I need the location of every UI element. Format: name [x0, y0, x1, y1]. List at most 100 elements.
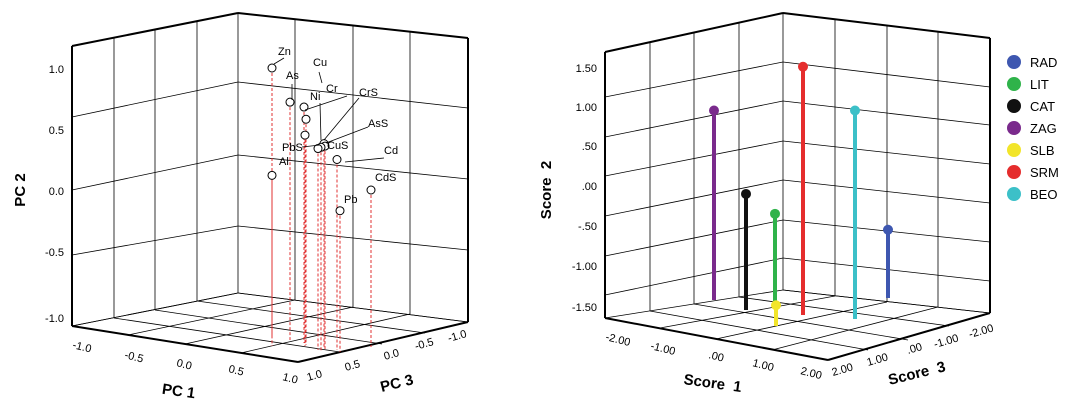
score2-tick: -.50	[578, 221, 597, 233]
score2-tick: .00	[582, 181, 597, 193]
score2-tick: 1.00	[576, 102, 597, 114]
loading-point	[299, 102, 309, 112]
label-pbs: PbS	[282, 142, 303, 154]
loading-point	[267, 170, 277, 180]
label-ni: Ni	[310, 91, 320, 103]
pc1-axis-label: PC 1	[161, 381, 196, 401]
legend-label-cat: CAT	[1030, 99, 1055, 114]
left-frame	[71, 12, 469, 363]
label-cus: CuS	[327, 140, 348, 152]
pc3-tick: 0.5	[344, 358, 362, 374]
label-cd: Cd	[384, 145, 398, 157]
score2-tick: .50	[582, 141, 597, 153]
label-ass: AsS	[368, 118, 388, 130]
left-point-labels: Zn As Cu Ni Cr CrS AsS CuS PbS Cd Al CdS…	[278, 46, 398, 206]
legend-swatch-cat	[1007, 99, 1021, 113]
pc3-tick: 1.0	[306, 368, 324, 384]
pc2-tick: -1.0	[45, 313, 64, 325]
loading-point	[301, 114, 311, 124]
pc2-tick: -0.5	[45, 247, 64, 259]
left-y-ticks: 1.0 0.5 0.0 -0.5 -1.0	[45, 64, 64, 325]
score2-tick: -1.50	[572, 302, 597, 314]
label-cr: Cr	[326, 83, 338, 95]
label-al: Al	[279, 156, 289, 168]
score1-tick: 2.00	[799, 365, 823, 382]
stem-head-lit	[770, 208, 780, 219]
pc1-tick: 0.0	[175, 357, 193, 372]
right-back-wall	[782, 12, 991, 314]
score3-tick: 2.00	[831, 361, 855, 378]
score3-tick: .00	[906, 341, 924, 357]
right-y-ticks: 1.50 1.00 .50 .00 -.50 -1.00 -1.50	[572, 63, 597, 314]
pc2-axis-label: PC 2	[12, 173, 29, 206]
pc2-tick: 1.0	[49, 64, 64, 76]
legend-swatch-rad	[1007, 55, 1021, 69]
legend-swatch-slb	[1007, 143, 1021, 157]
score3-tick: -2.00	[968, 322, 995, 340]
stem-head-zag	[709, 105, 719, 116]
legend-swatch-lit	[1007, 77, 1021, 91]
pc3-tick: -0.5	[414, 336, 436, 353]
legend-label-srm: SRM	[1030, 165, 1059, 180]
label-pb: Pb	[344, 194, 357, 206]
loading-point	[285, 97, 295, 107]
score3-tick: 1.00	[866, 351, 890, 368]
right-side-wall	[604, 12, 784, 319]
stem-head-cat	[741, 188, 751, 199]
right-frame	[604, 12, 991, 361]
legend-label-beo: BEO	[1030, 187, 1057, 202]
loading-point	[332, 155, 342, 164]
score1-tick: -2.00	[604, 331, 631, 349]
score3-tick: -1.00	[933, 332, 960, 350]
loading-point	[335, 206, 345, 216]
loading-point	[313, 144, 323, 154]
stem-head-slb	[771, 300, 781, 311]
score2-axis-label: Score 2	[538, 161, 555, 219]
pc3-axis-label: PC 3	[379, 371, 415, 396]
pc1-tick: 0.5	[227, 363, 245, 378]
pc2-tick: 0.0	[49, 186, 64, 198]
left-drop-lines	[271, 68, 372, 352]
left-side-wall	[71, 12, 239, 327]
score1-tick: 1.00	[751, 357, 775, 374]
stem-head-rad	[883, 224, 893, 235]
legend-label-zag: ZAG	[1030, 121, 1057, 136]
pc2-tick: 0.5	[49, 125, 64, 137]
pc1-tick: 1.0	[281, 371, 299, 386]
loading-point	[366, 185, 376, 195]
left-z-ticks: 1.0 0.5 0.0 -0.5 -1.0	[306, 328, 469, 384]
score1-tick: .00	[707, 349, 725, 364]
loading-point	[300, 130, 310, 140]
stem-head-beo	[850, 105, 860, 116]
label-cds: CdS	[375, 172, 396, 184]
score1-axis-label: Score 1	[683, 371, 743, 396]
scores-chart: 1.50 1.00 .50 .00 -.50 -1.00 -1.50 -2.00…	[538, 12, 1059, 396]
left-x-ticks: -1.0 -0.5 0.0 0.5 1.0	[71, 339, 299, 386]
legend-label-rad: RAD	[1030, 55, 1057, 70]
stem-head-srm	[798, 61, 808, 72]
pc1-tick: -1.0	[71, 339, 92, 355]
left-points	[267, 63, 376, 216]
score1-tick: -1.00	[649, 340, 676, 358]
loading-point	[267, 63, 277, 73]
legend-label-slb: SLB	[1030, 143, 1055, 158]
legend-swatch-beo	[1007, 187, 1021, 201]
score3-axis-label: Score 3	[887, 358, 948, 389]
pca-loadings-chart: Zn As Cu Ni Cr CrS AsS CuS PbS Cd Al CdS…	[12, 12, 469, 401]
pc3-tick: -1.0	[447, 328, 469, 345]
label-cu: Cu	[313, 57, 327, 69]
score2-tick: 1.50	[576, 63, 597, 75]
legend-swatch-zag	[1007, 121, 1021, 135]
right-z-ticks: 2.00 1.00 .00 -1.00 -2.00	[831, 322, 995, 378]
label-crs: CrS	[359, 87, 378, 99]
pc1-tick: -0.5	[123, 349, 144, 365]
pc3-tick: 0.0	[383, 347, 401, 363]
left-leader-lines	[273, 57, 385, 163]
legend-label-lit: LIT	[1030, 77, 1049, 92]
legend-swatch-srm	[1007, 165, 1021, 179]
score2-tick: -1.00	[572, 261, 597, 273]
right-stems	[709, 61, 893, 326]
label-zn: Zn	[278, 46, 291, 58]
legend: RAD LIT CAT ZAG SLB SRM BEO	[1007, 55, 1059, 202]
